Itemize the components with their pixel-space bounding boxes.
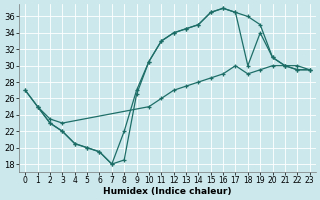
X-axis label: Humidex (Indice chaleur): Humidex (Indice chaleur)	[103, 187, 232, 196]
